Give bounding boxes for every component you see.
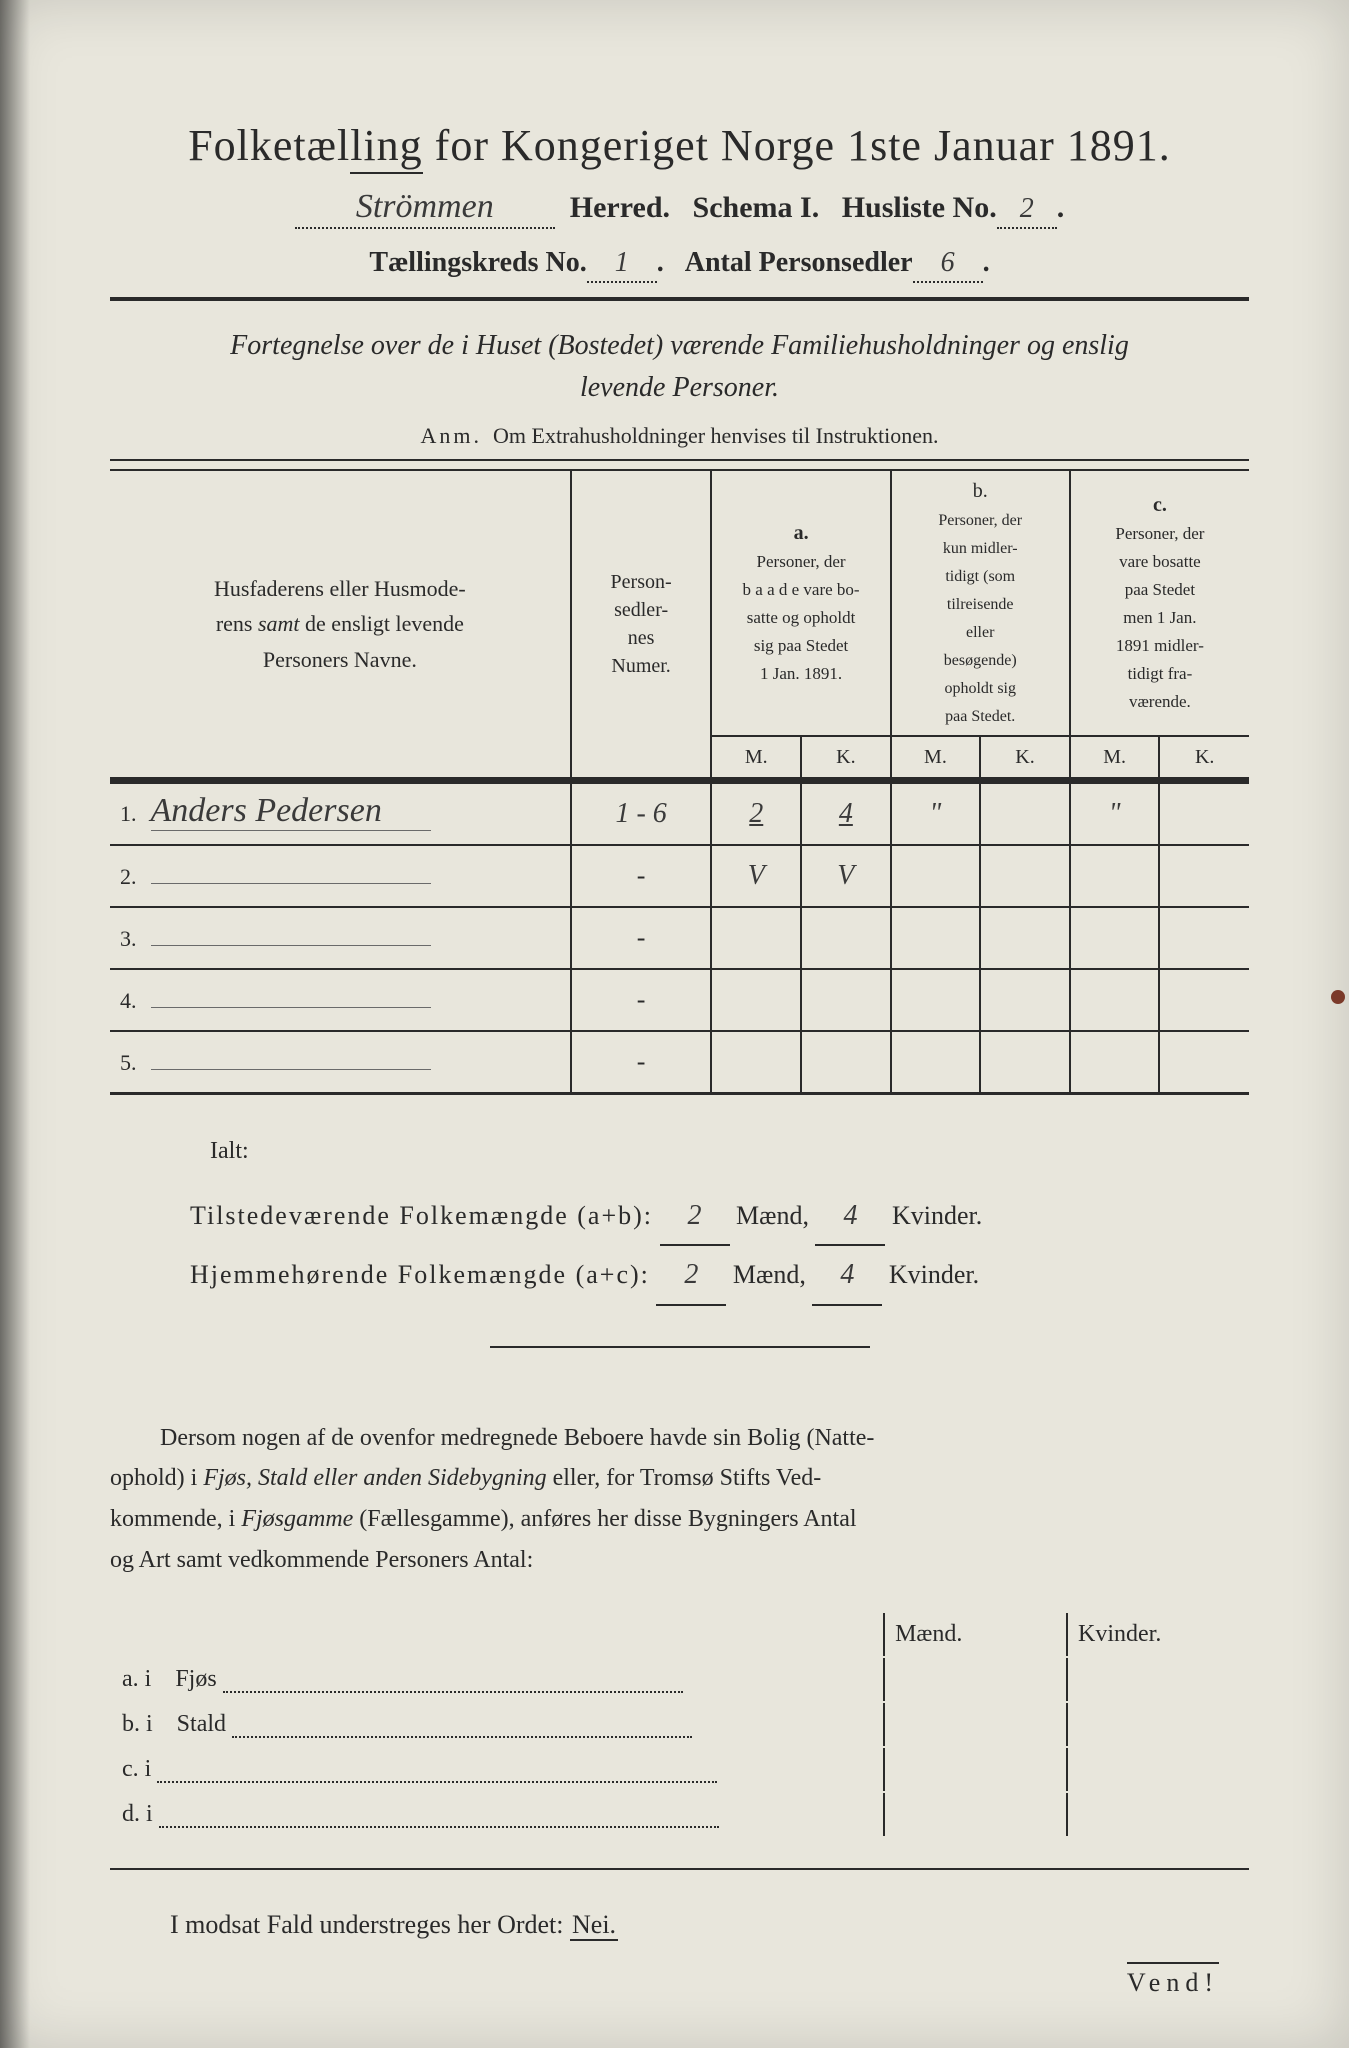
table-row: 5. - [110,1031,1249,1093]
totals-block: Ialt: Tilstedeværende Folkemængde (a+b):… [190,1125,1249,1306]
col-header-name: Husfaderens eller Husmode-rens samt de e… [110,470,571,778]
divider [110,297,1249,301]
table-row: 3. - [110,907,1249,969]
divider-thin [110,459,1249,461]
divider-thin-2 [110,1868,1249,1870]
divider-short [490,1346,870,1348]
lower-row: a. i Fjøs [112,1658,1247,1701]
form-subtitle: Fortegnelse over de i Huset (Bostedet) v… [110,325,1249,409]
lower-row: d. i [112,1793,1247,1836]
turn-page-label: Vend! [1127,1962,1219,1998]
households-table: Husfaderens eller Husmode-rens samt de e… [110,469,1249,1095]
col-header-number: Person-sedler-nesNumer. [571,470,712,778]
tilstede-line: Tilstedeværende Folkemængde (a+b): 2 Mæn… [190,1187,1249,1246]
side-building-table: Mænd. Kvinder. a. i Fjøs b. i Stald c. i… [110,1611,1249,1838]
table-row: 4. - [110,969,1249,1031]
annotation-line: Anm. Om Extrahusholdninger henvises til … [110,423,1249,449]
antal-value: 6 [941,247,955,278]
side-building-paragraph: Dersom nogen af de ovenfor medregnede Be… [110,1418,1249,1581]
lower-col-kvinder: Kvinder. [1066,1613,1247,1656]
lower-row: b. i Stald [112,1703,1247,1746]
herred-value: Strömmen [356,188,494,225]
table-row: 1.Anders Pedersen 1 - 6 2 4 " " [110,783,1249,845]
header-line-2: Strömmen Herred. Schema I. Husliste No.2… [110,191,1249,229]
table-row: 2. - V V [110,845,1249,907]
husliste-value: 2 [1020,193,1034,224]
scan-edge-shadow [0,0,30,2048]
lower-row: c. i [112,1748,1247,1791]
tkreds-value: 1 [615,247,629,278]
final-instruction: I modsat Fald understreges her Ordet: Ne… [110,1910,1249,1940]
scan-blemish [1331,990,1345,1004]
lower-col-maend: Mænd. [883,1613,1064,1656]
col-header-a: a. Personer, derb a a d e vare bo-satte … [711,470,890,736]
header-line-3: Tællingskreds No.1. Antal Personsedler6. [110,247,1249,283]
col-header-b: b. Personer, derkun midler-tidigt (somti… [891,470,1070,736]
hjemme-line: Hjemmehørende Folkemængde (a+c): 2 Mænd,… [190,1246,1249,1305]
census-form-page: Folketælling for Kongeriget Norge 1ste J… [0,0,1349,2048]
col-header-c: c. Personer, dervare bosattepaa Stedetme… [1070,470,1249,736]
page-title: Folketælling for Kongeriget Norge 1ste J… [110,120,1249,171]
